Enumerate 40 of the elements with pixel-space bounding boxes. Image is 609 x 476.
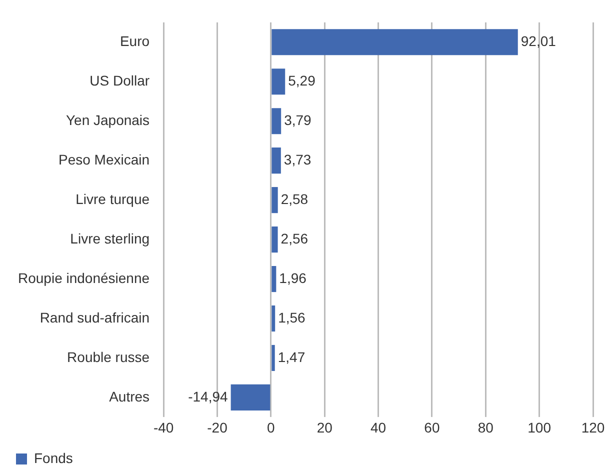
y-tick-label: Livre sterling [70,230,150,246]
y-tick-label: Peso Mexicain [58,151,150,168]
x-tick-label: -20 [207,419,228,436]
x-tick-label: -40 [153,419,174,436]
x-tick-label: 20 [316,419,333,436]
x-tick-label: 0 [267,419,276,436]
x-tick-label: 100 [528,419,552,436]
data-label: 2,58 [280,190,308,207]
bar [272,305,276,332]
data-label: 1,96 [279,270,307,286]
bar [272,266,276,292]
data-label: 2,56 [280,230,308,246]
y-tick-label: Livre turque [76,190,150,207]
data-label: -14,94 [188,388,228,404]
bar [272,344,275,372]
y-tick-label: US Dollar [90,72,150,88]
data-label: 3,73 [284,151,312,168]
data-label: 5,29 [288,72,316,88]
y-tick-label: Euro [120,33,150,49]
x-tick-label: 80 [478,419,494,436]
bar [230,384,270,410]
data-label: 1,56 [278,309,306,326]
y-tick-label: Autres [109,388,150,404]
bar [272,29,518,56]
y-tick-label: Rouble russe [67,348,150,365]
bar [272,108,282,134]
data-label: 3,79 [284,112,312,128]
x-tick-label: 120 [581,419,605,436]
bar [272,148,281,174]
bar [272,226,278,253]
bar [272,187,278,214]
data-label: 1,47 [278,348,306,365]
x-tick-label: 40 [370,419,386,436]
y-tick-label: Roupie indonésienne [18,270,150,286]
data-label: 92,01 [520,33,556,49]
legend-label: Fonds [34,450,73,466]
x-tick-label: 60 [424,419,440,436]
bar [272,68,286,95]
y-tick-label: Yen Japonais [66,112,150,128]
y-tick-label: Rand sud-africain [40,309,150,326]
